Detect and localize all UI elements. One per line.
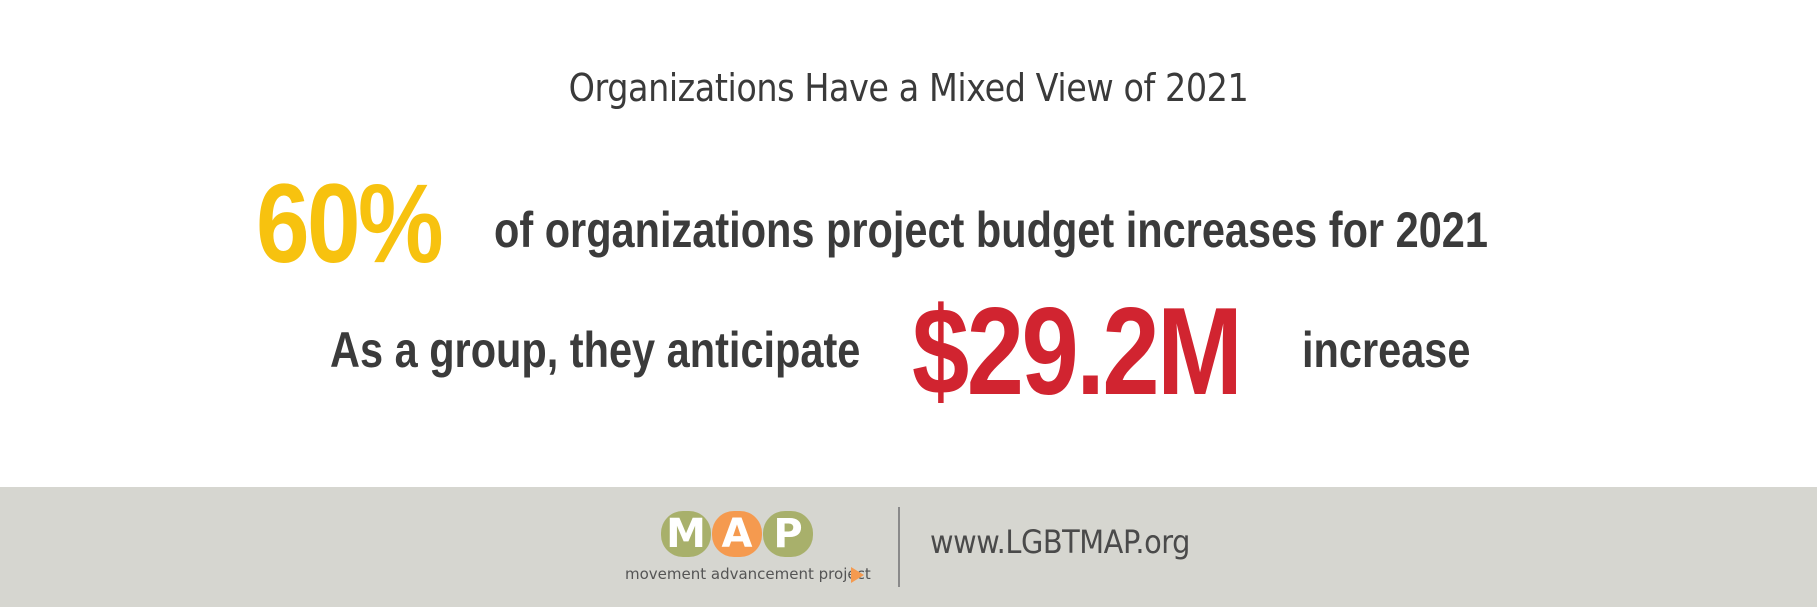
anticipated-increase-suffix: increase [1302,322,1471,378]
map-logo[interactable]: M A P movement advancement project [625,511,871,599]
page-title: Organizations Have a Mixed View of 2021 [568,66,1249,110]
anticipated-increase-prefix: As a group, they anticipate [330,322,861,378]
logo-letter-p: P [763,511,813,557]
play-arrow-icon [851,567,864,583]
logo-letter-a: A [712,511,762,557]
footer-divider [898,507,900,587]
anticipated-increase-amount: $29.2M [912,283,1243,421]
budget-increase-text: of organizations project budget increase… [494,202,1488,258]
footer: M A P movement advancement project www.L… [0,487,1817,607]
logo-tagline: movement advancement project [625,565,871,583]
map-logo-letters: M A P [661,511,814,557]
infographic-main: Organizations Have a Mixed View of 2021 … [256,66,1488,421]
budget-increase-percentage: 60% [256,161,444,286]
website-link[interactable]: www.LGBTMAP.org [930,523,1190,561]
logo-letter-m: M [661,511,711,557]
